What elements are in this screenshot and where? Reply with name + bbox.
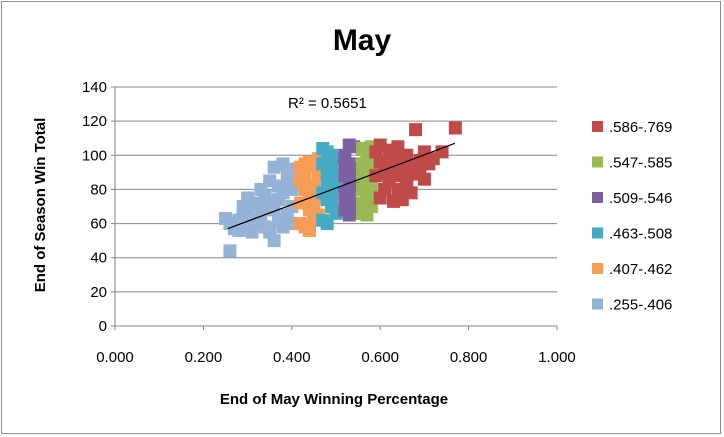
- y-tick-label: 60: [90, 216, 107, 233]
- y-tick-label: 100: [82, 147, 107, 164]
- legend-swatch: [592, 192, 603, 203]
- data-point: [320, 217, 334, 231]
- legend-label: .463-.508: [609, 226, 672, 243]
- data-point: [325, 189, 339, 203]
- y-tick-label: 80: [90, 181, 107, 198]
- data-point: [254, 203, 268, 217]
- x-axis-label: End of May Winning Percentage: [220, 391, 448, 408]
- legend-swatch: [592, 227, 603, 239]
- data-point: [413, 165, 427, 179]
- data-point: [404, 186, 418, 200]
- data-point: [338, 194, 352, 208]
- data-point: [369, 169, 383, 183]
- x-tick-label: 0.200: [185, 349, 223, 366]
- x-tick-label: 1.000: [538, 349, 576, 366]
- data-point: [302, 223, 316, 237]
- data-points: [219, 121, 462, 258]
- data-point: [236, 200, 250, 213]
- data-point: [400, 169, 414, 183]
- trendline: [227, 142, 456, 230]
- y-tick-label: 140: [82, 79, 107, 96]
- data-point: [435, 145, 449, 159]
- legend-label: .547-.585: [609, 155, 672, 172]
- data-point: [378, 182, 392, 196]
- data-point: [298, 169, 312, 183]
- y-tick-label: 40: [90, 250, 107, 267]
- data-point: [395, 148, 409, 162]
- data-point: [409, 123, 423, 137]
- data-point: [356, 196, 370, 210]
- data-point: [448, 121, 462, 135]
- data-point: [223, 244, 237, 258]
- x-tick-label: 0.000: [96, 349, 134, 366]
- data-point: [258, 220, 272, 234]
- y-tick-label: 20: [90, 284, 107, 301]
- legend-label: .586-.769: [609, 119, 672, 136]
- y-tick-label: 120: [82, 113, 107, 130]
- x-tick-label: 0.400: [273, 349, 311, 366]
- y-tick-label: 0: [99, 318, 107, 335]
- legend: .586-.769 .547-.585 .509-.546 .463-.508 .407…: [592, 119, 672, 314]
- legend-swatch: [592, 156, 603, 168]
- data-point: [232, 223, 246, 237]
- x-tick-label: 0.600: [361, 349, 399, 366]
- legend-swatch: [592, 263, 603, 274]
- data-point: [338, 159, 352, 173]
- data-point: [267, 160, 281, 174]
- data-point: [360, 208, 374, 222]
- data-point: [267, 203, 281, 217]
- data-point: [342, 182, 356, 196]
- data-point: [391, 182, 405, 196]
- legend-label: .407-.462: [609, 261, 672, 278]
- legend-swatch: [592, 298, 603, 310]
- trendline-group: [227, 142, 456, 230]
- legend-label: .509-.546: [609, 190, 672, 207]
- data-point: [320, 176, 334, 190]
- chart-title: May: [333, 24, 392, 57]
- y-axis-label: End of Season Win Total: [32, 118, 49, 293]
- x-tick-label: 0.800: [450, 349, 488, 366]
- legend-swatch: [592, 121, 603, 132]
- axes: 0 20 40 60 80 100 120 140 0.000 0.200 0.400 0.600 0.…: [82, 79, 576, 366]
- r-squared-annotation: R² = 0.5651: [288, 95, 367, 112]
- legend-label: .255-.406: [609, 297, 672, 314]
